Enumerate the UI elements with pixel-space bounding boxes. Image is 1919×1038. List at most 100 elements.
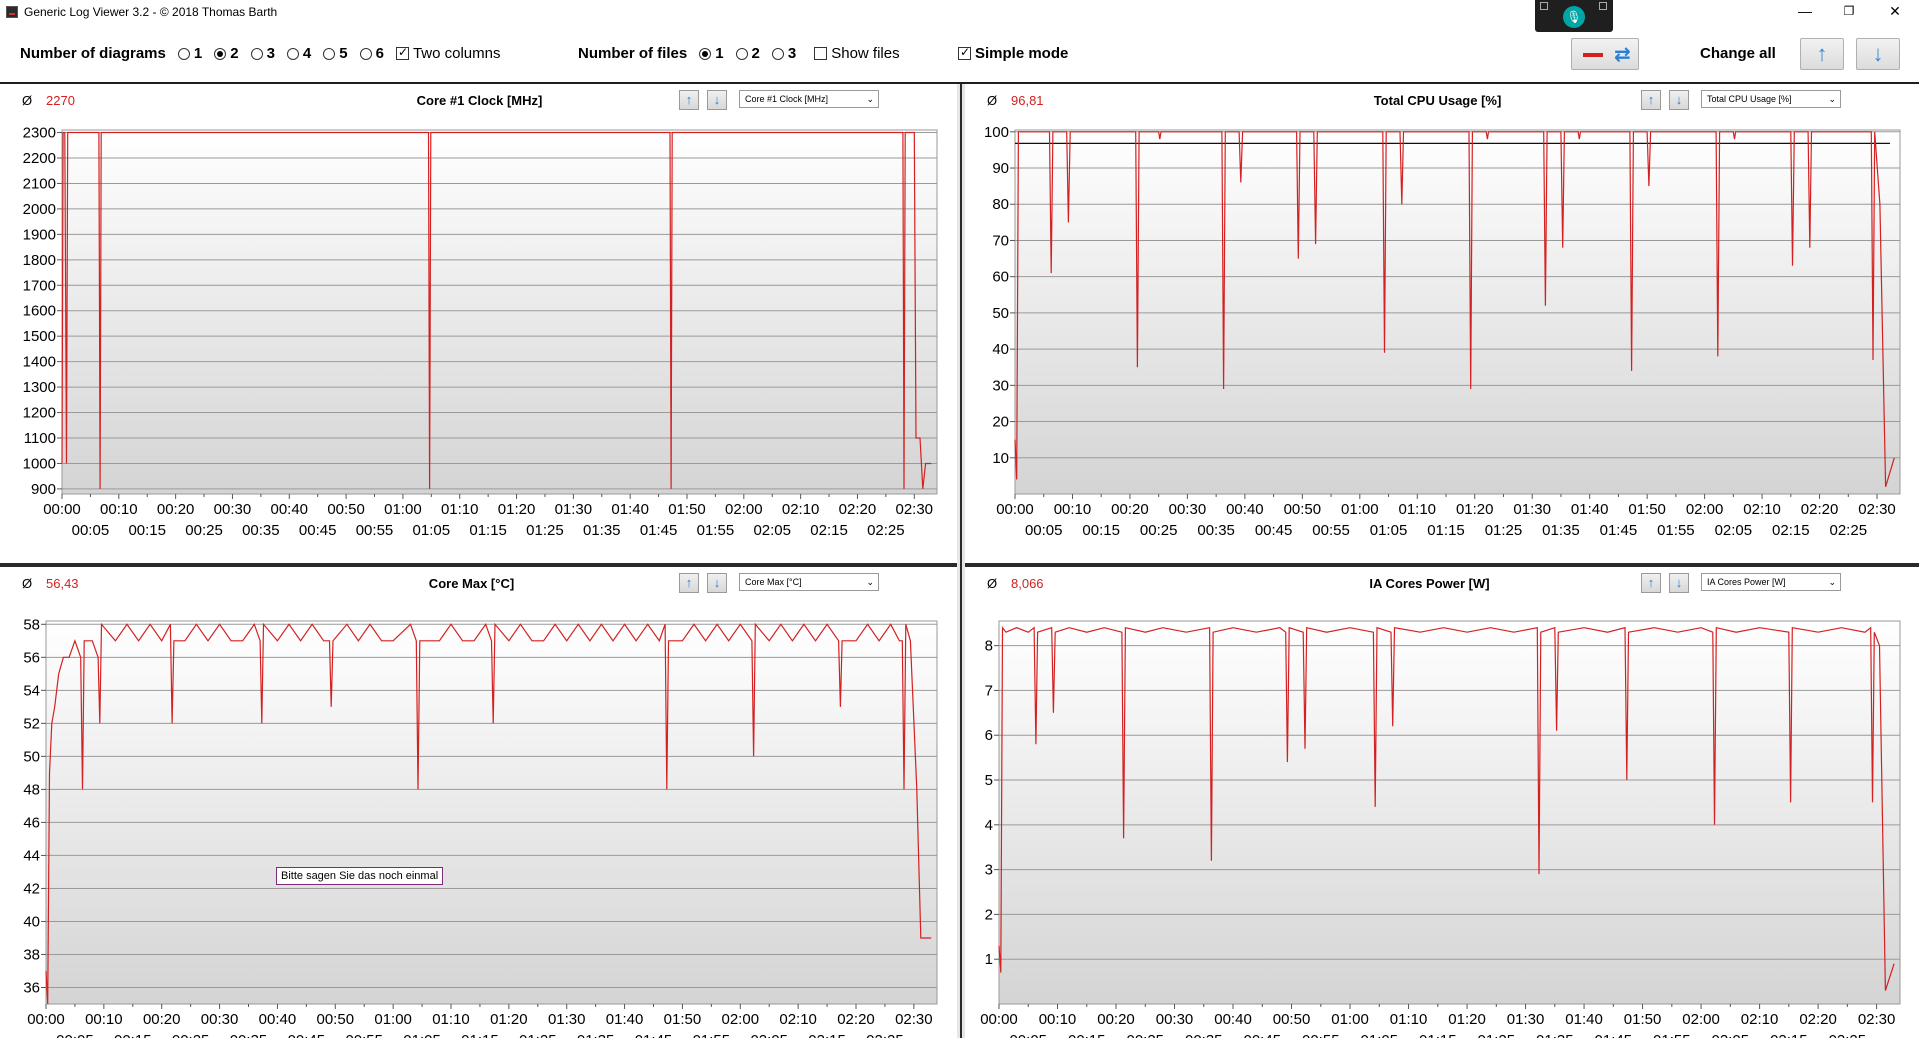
x-tick-label: 01:25 [1478,1032,1516,1038]
move-up-button[interactable]: ↑ [679,573,699,593]
diagram-radio-1[interactable] [177,47,190,60]
plot-area [1014,129,1901,495]
y-tick-label: 900 [31,481,56,498]
x-tick-label: 02:15 [1770,1032,1808,1038]
microphone-icon[interactable]: 🎙 [1563,6,1585,28]
x-tick-label: 00:10 [1039,1011,1077,1028]
simple-mode-checkbox[interactable] [958,45,971,60]
change-all-down-button[interactable]: ↓ [1856,38,1900,70]
two-columns-checkbox[interactable] [395,45,409,60]
x-tick-label: 00:30 [1156,1011,1194,1028]
y-tick-label: 2 [985,906,993,923]
x-tick-label: 02:30 [895,501,933,518]
show-files-checkbox[interactable] [814,47,828,60]
channel-select-value: IA Cores Power [W] [1707,577,1786,587]
move-down-button[interactable]: ↓ [707,573,727,593]
x-tick-label: 00:20 [1111,501,1149,518]
y-tick-label: 40 [23,913,40,930]
change-all-group: Change all [1700,45,1776,62]
x-tick-label: 01:50 [668,501,706,518]
y-tick-label: 60 [992,269,1009,286]
y-tick-label: 46 [23,814,40,831]
x-tick-label: 02:15 [808,1032,846,1038]
x-tick-label: 00:50 [1284,501,1322,518]
y-tick-label: 1400 [23,354,56,371]
widget-expand-icon[interactable] [1540,2,1548,10]
average-symbol: Ø [987,576,998,591]
move-up-button[interactable]: ↑ [679,90,699,110]
widget-close-icon[interactable] [1599,2,1607,10]
close-button[interactable]: ✕ [1889,3,1901,19]
x-tick-label: 02:20 [837,1011,875,1028]
channel-select[interactable]: Core Max [°C] ⌄ [739,573,879,591]
x-tick-label: 01:35 [1536,1032,1574,1038]
x-tick-label: 02:10 [779,1011,817,1028]
restore-button[interactable]: ❐ [1843,4,1855,18]
x-tick-label: 01:55 [693,1032,731,1038]
minimize-button[interactable]: — [1798,3,1812,19]
x-tick-label: 00:25 [185,522,223,539]
x-tick-label: 00:30 [201,1011,239,1028]
panel-header: Ø 8,066 IA Cores Power [W] ↑ ↓ IA Cores Power… [965,567,1919,599]
x-tick-label: 02:25 [1830,522,1868,539]
channel-select[interactable]: Total CPU Usage [%] ⌄ [1701,90,1841,108]
title-bar: Generic Log Viewer 3.2 - © 2018 Thomas B… [0,0,1919,24]
x-tick-label: 01:45 [635,1032,673,1038]
y-tick-label: 10 [992,450,1009,467]
x-tick-label: 01:20 [498,501,536,518]
x-tick-label: 01:40 [606,1011,644,1028]
simple-mode-label: Simple mode [975,45,1069,62]
x-tick-label: 01:35 [583,522,621,539]
y-tick-label: 1000 [23,455,56,472]
diagram-radio-3[interactable] [250,47,263,60]
change-all-up-button[interactable]: ↑ [1800,38,1844,70]
x-tick-label: 02:05 [753,522,791,539]
chevron-down-icon: ⌄ [866,577,874,587]
x-tick-label: 02:05 [750,1032,788,1038]
data-series-line [998,625,1895,991]
x-tick-label: 01:10 [1398,501,1436,518]
diagram-radio-label: 3 [266,45,275,62]
toolbar-divider [0,82,1919,84]
show-files-label: Show files [831,45,900,62]
x-tick-label: 01:10 [1390,1011,1428,1028]
move-down-button[interactable]: ↓ [1669,573,1689,593]
y-tick-label: 8 [985,638,993,655]
remove-swap-button[interactable]: ⇄ [1571,38,1639,70]
x-tick-label: 01:40 [611,501,649,518]
x-tick-label: 01:45 [1600,522,1638,539]
move-down-button[interactable]: ↓ [1669,90,1689,110]
x-tick-label: 02:10 [782,501,820,518]
average-symbol: Ø [22,93,33,108]
column-divider[interactable] [957,84,965,1038]
file-radio-3[interactable] [771,47,784,60]
x-tick-label: 01:00 [1341,501,1379,518]
diagram-radio-6[interactable] [359,47,372,60]
move-up-button[interactable]: ↑ [1641,90,1661,110]
x-tick-label: 01:55 [697,522,735,539]
channel-select[interactable]: Core #1 Clock [MHz] ⌄ [739,90,879,108]
voice-widget[interactable]: 🎙 [1535,0,1613,32]
move-down-button[interactable]: ↓ [707,90,727,110]
x-tick-label: 00:05 [56,1032,94,1038]
x-tick-label: 02:25 [867,522,905,539]
channel-select[interactable]: IA Cores Power [W] ⌄ [1701,573,1841,591]
x-tick-label: 01:45 [640,522,678,539]
x-tick-label: 00:00 [980,1011,1018,1028]
x-tick-label: 02:00 [722,1011,760,1028]
average-value: 2270 [46,93,75,108]
panel-header: Ø 56,43 Core Max [°C] ↑ ↓ Core Max [°C] ⌄ [0,567,957,599]
y-tick-label: 5 [985,772,993,789]
file-radio-1[interactable] [699,47,712,60]
chart-panel-ia-power: Ø 8,066 IA Cores Power [W] ↑ ↓ IA Cores Power… [965,567,1919,1038]
x-tick-label: 02:30 [1858,501,1896,518]
diagram-radio-4[interactable] [286,47,299,60]
move-up-button[interactable]: ↑ [1641,573,1661,593]
toolbar: Number of diagrams 1 2 3 4 5 6 Two colum… [0,32,1919,82]
diagram-radio-5[interactable] [323,47,336,60]
x-tick-label: 00:15 [1082,522,1120,539]
diagram-radio-2[interactable] [214,47,227,60]
x-tick-label: 00:05 [1009,1032,1047,1038]
file-radio-2[interactable] [735,47,748,60]
